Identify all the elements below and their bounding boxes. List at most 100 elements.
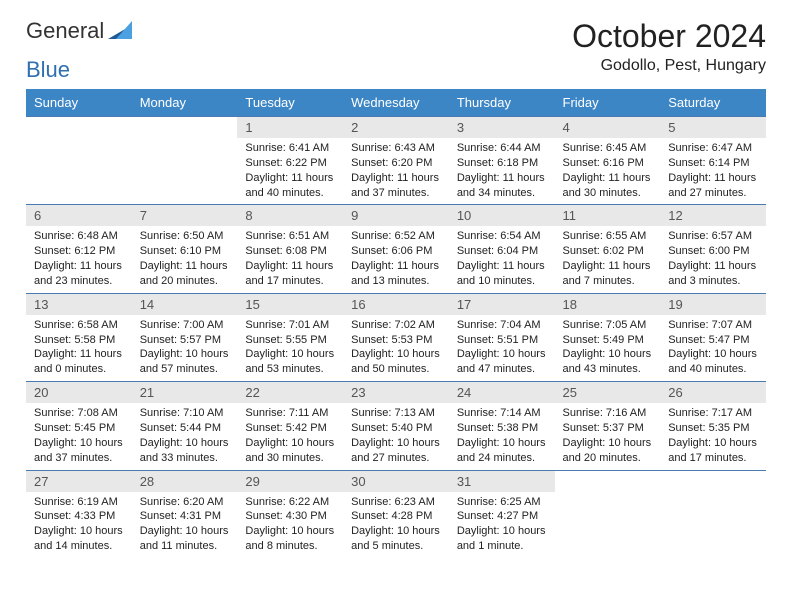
weekday-header: Friday — [555, 89, 661, 117]
day-body: Sunrise: 7:10 AMSunset: 5:44 PMDaylight:… — [132, 403, 238, 469]
calendar-cell: 23Sunrise: 7:13 AMSunset: 5:40 PMDayligh… — [343, 382, 449, 470]
day-body: Sunrise: 6:43 AMSunset: 6:20 PMDaylight:… — [343, 138, 449, 204]
day-number: 24 — [449, 382, 555, 403]
day-number: 2 — [343, 117, 449, 138]
day-body: Sunrise: 7:14 AMSunset: 5:38 PMDaylight:… — [449, 403, 555, 469]
day-body: Sunrise: 6:23 AMSunset: 4:28 PMDaylight:… — [343, 492, 449, 558]
day-number: 4 — [555, 117, 661, 138]
calendar-cell: 31Sunrise: 6:25 AMSunset: 4:27 PMDayligh… — [449, 470, 555, 558]
day-body: Sunrise: 6:52 AMSunset: 6:06 PMDaylight:… — [343, 226, 449, 292]
calendar-cell: 25Sunrise: 7:16 AMSunset: 5:37 PMDayligh… — [555, 382, 661, 470]
day-number: 5 — [660, 117, 766, 138]
day-number: 8 — [237, 205, 343, 226]
day-body: Sunrise: 7:01 AMSunset: 5:55 PMDaylight:… — [237, 315, 343, 381]
logo-word-general: General — [26, 18, 104, 44]
weekday-header: Saturday — [660, 89, 766, 117]
calendar-cell: 26Sunrise: 7:17 AMSunset: 5:35 PMDayligh… — [660, 382, 766, 470]
day-number: 25 — [555, 382, 661, 403]
day-number: 1 — [237, 117, 343, 138]
calendar-week-row: 20Sunrise: 7:08 AMSunset: 5:45 PMDayligh… — [26, 382, 766, 470]
day-number: 14 — [132, 294, 238, 315]
calendar-cell: 29Sunrise: 6:22 AMSunset: 4:30 PMDayligh… — [237, 470, 343, 558]
day-number: 19 — [660, 294, 766, 315]
calendar-cell: 16Sunrise: 7:02 AMSunset: 5:53 PMDayligh… — [343, 293, 449, 381]
calendar-cell: 13Sunrise: 6:58 AMSunset: 5:58 PMDayligh… — [26, 293, 132, 381]
day-body: Sunrise: 6:45 AMSunset: 6:16 PMDaylight:… — [555, 138, 661, 204]
day-body: Sunrise: 6:44 AMSunset: 6:18 PMDaylight:… — [449, 138, 555, 204]
day-number: 9 — [343, 205, 449, 226]
calendar-cell: .. — [555, 470, 661, 558]
calendar-cell: 1Sunrise: 6:41 AMSunset: 6:22 PMDaylight… — [237, 117, 343, 205]
weekday-header: Sunday — [26, 89, 132, 117]
weekday-header: Wednesday — [343, 89, 449, 117]
calendar-cell: 5Sunrise: 6:47 AMSunset: 6:14 PMDaylight… — [660, 117, 766, 205]
day-number: 23 — [343, 382, 449, 403]
day-number: 28 — [132, 471, 238, 492]
month-title: October 2024 — [572, 18, 766, 55]
calendar-cell: 24Sunrise: 7:14 AMSunset: 5:38 PMDayligh… — [449, 382, 555, 470]
calendar-cell: 21Sunrise: 7:10 AMSunset: 5:44 PMDayligh… — [132, 382, 238, 470]
day-number: 21 — [132, 382, 238, 403]
day-body: Sunrise: 7:02 AMSunset: 5:53 PMDaylight:… — [343, 315, 449, 381]
calendar-cell: 2Sunrise: 6:43 AMSunset: 6:20 PMDaylight… — [343, 117, 449, 205]
day-number: 12 — [660, 205, 766, 226]
day-body: Sunrise: 6:50 AMSunset: 6:10 PMDaylight:… — [132, 226, 238, 292]
day-number: 26 — [660, 382, 766, 403]
day-body: Sunrise: 6:54 AMSunset: 6:04 PMDaylight:… — [449, 226, 555, 292]
calendar-cell: 8Sunrise: 6:51 AMSunset: 6:08 PMDaylight… — [237, 205, 343, 293]
day-body: Sunrise: 7:11 AMSunset: 5:42 PMDaylight:… — [237, 403, 343, 469]
calendar-cell: .. — [26, 117, 132, 205]
day-number: 31 — [449, 471, 555, 492]
day-number: 22 — [237, 382, 343, 403]
calendar-week-row: 27Sunrise: 6:19 AMSunset: 4:33 PMDayligh… — [26, 470, 766, 558]
calendar-cell: 19Sunrise: 7:07 AMSunset: 5:47 PMDayligh… — [660, 293, 766, 381]
day-body: Sunrise: 6:55 AMSunset: 6:02 PMDaylight:… — [555, 226, 661, 292]
day-number: 17 — [449, 294, 555, 315]
day-number: 11 — [555, 205, 661, 226]
calendar-table: SundayMondayTuesdayWednesdayThursdayFrid… — [26, 89, 766, 558]
day-number: 3 — [449, 117, 555, 138]
calendar-body: ....1Sunrise: 6:41 AMSunset: 6:22 PMDayl… — [26, 117, 766, 558]
weekday-header: Monday — [132, 89, 238, 117]
calendar-cell: 17Sunrise: 7:04 AMSunset: 5:51 PMDayligh… — [449, 293, 555, 381]
day-number: 15 — [237, 294, 343, 315]
day-body: Sunrise: 7:07 AMSunset: 5:47 PMDaylight:… — [660, 315, 766, 381]
day-number: 13 — [26, 294, 132, 315]
day-body: Sunrise: 6:47 AMSunset: 6:14 PMDaylight:… — [660, 138, 766, 204]
day-number: 6 — [26, 205, 132, 226]
title-block: October 2024 Godollo, Pest, Hungary — [572, 18, 766, 75]
day-body: Sunrise: 6:57 AMSunset: 6:00 PMDaylight:… — [660, 226, 766, 292]
calendar-cell: 15Sunrise: 7:01 AMSunset: 5:55 PMDayligh… — [237, 293, 343, 381]
calendar-cell: 3Sunrise: 6:44 AMSunset: 6:18 PMDaylight… — [449, 117, 555, 205]
day-body: Sunrise: 7:00 AMSunset: 5:57 PMDaylight:… — [132, 315, 238, 381]
calendar-cell: .. — [132, 117, 238, 205]
weekday-header: Thursday — [449, 89, 555, 117]
day-body: Sunrise: 7:13 AMSunset: 5:40 PMDaylight:… — [343, 403, 449, 469]
day-body: Sunrise: 6:20 AMSunset: 4:31 PMDaylight:… — [132, 492, 238, 558]
calendar-week-row: ....1Sunrise: 6:41 AMSunset: 6:22 PMDayl… — [26, 117, 766, 205]
location-text: Godollo, Pest, Hungary — [572, 57, 766, 75]
day-number: 20 — [26, 382, 132, 403]
day-body: Sunrise: 6:19 AMSunset: 4:33 PMDaylight:… — [26, 492, 132, 558]
day-body: Sunrise: 7:08 AMSunset: 5:45 PMDaylight:… — [26, 403, 132, 469]
day-number: 27 — [26, 471, 132, 492]
logo-shape-icon — [108, 21, 134, 41]
calendar-cell: 27Sunrise: 6:19 AMSunset: 4:33 PMDayligh… — [26, 470, 132, 558]
day-body: Sunrise: 6:58 AMSunset: 5:58 PMDaylight:… — [26, 315, 132, 381]
day-number: 16 — [343, 294, 449, 315]
calendar-cell: 11Sunrise: 6:55 AMSunset: 6:02 PMDayligh… — [555, 205, 661, 293]
calendar-cell: 9Sunrise: 6:52 AMSunset: 6:06 PMDaylight… — [343, 205, 449, 293]
day-body: Sunrise: 7:05 AMSunset: 5:49 PMDaylight:… — [555, 315, 661, 381]
calendar-cell: 14Sunrise: 7:00 AMSunset: 5:57 PMDayligh… — [132, 293, 238, 381]
day-number: 10 — [449, 205, 555, 226]
day-number: 7 — [132, 205, 238, 226]
calendar-cell: 6Sunrise: 6:48 AMSunset: 6:12 PMDaylight… — [26, 205, 132, 293]
day-body: Sunrise: 6:22 AMSunset: 4:30 PMDaylight:… — [237, 492, 343, 558]
calendar-week-row: 13Sunrise: 6:58 AMSunset: 5:58 PMDayligh… — [26, 293, 766, 381]
day-body: Sunrise: 7:04 AMSunset: 5:51 PMDaylight:… — [449, 315, 555, 381]
calendar-cell: 22Sunrise: 7:11 AMSunset: 5:42 PMDayligh… — [237, 382, 343, 470]
day-body: Sunrise: 7:16 AMSunset: 5:37 PMDaylight:… — [555, 403, 661, 469]
day-number: 30 — [343, 471, 449, 492]
weekday-header: Tuesday — [237, 89, 343, 117]
day-body: Sunrise: 6:41 AMSunset: 6:22 PMDaylight:… — [237, 138, 343, 204]
